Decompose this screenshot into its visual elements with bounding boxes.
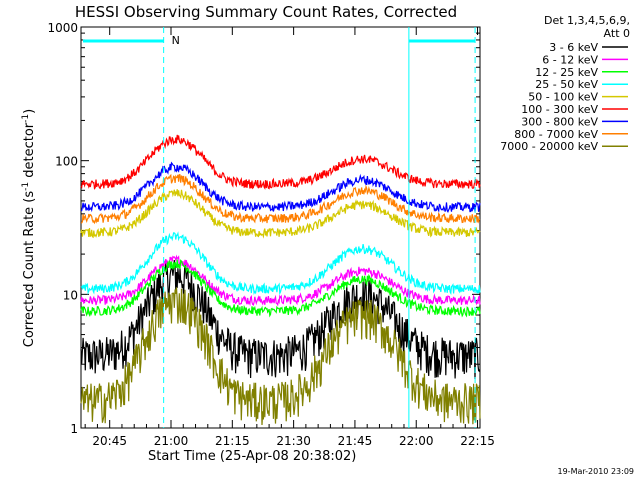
x-tick-label: 21:15 (215, 434, 250, 448)
y-axis-label: Corrected Count Rate (s-1 detector-1) (21, 109, 37, 347)
legend-label-6: 300 - 800 keV (521, 115, 598, 128)
x-axis-label: Start Time (25-Apr-08 20:38:02) (148, 449, 356, 464)
legend-label-0: 3 - 6 keV (549, 41, 598, 54)
y-tick-label: 100 (55, 155, 78, 169)
plot-area: 1 10 100 1000 20:45 21:00 21:15 21:30 21:45 22:00… (47, 21, 494, 448)
legend-label-1: 6 - 12 keV (542, 53, 598, 66)
x-tick-label: 22:00 (399, 434, 434, 448)
series-line-4 (80, 189, 481, 239)
plot-frame (80, 26, 481, 429)
legend-label-5: 100 - 300 keV (521, 103, 598, 116)
series-line-6 (80, 161, 481, 213)
chart-title: HESSI Observing Summary Count Rates, Cor… (75, 3, 457, 21)
legend-header-line2: Att 0 (604, 27, 630, 40)
x-tick-label: 22:15 (460, 434, 495, 448)
series-line-1 (80, 254, 481, 307)
legend-label-7: 800 - 7000 keV (514, 128, 598, 141)
series-line-8 (80, 287, 481, 426)
footer-timestamp: 19-Mar-2010 23:09 (558, 467, 635, 476)
legend-label-3: 25 - 50 keV (535, 78, 598, 91)
series-line-5 (80, 134, 481, 190)
x-tick-label: 21:00 (154, 434, 189, 448)
legend-label-4: 50 - 100 keV (528, 91, 598, 104)
x-tick-label: 21:45 (338, 434, 373, 448)
series-line-2 (80, 259, 481, 318)
legend-label-2: 12 - 25 keV (535, 66, 598, 79)
y-tick-label: 10 (63, 288, 78, 302)
legend-label-8: 7000 - 20000 keV (500, 140, 598, 153)
x-tick-label: 21:30 (276, 434, 311, 448)
series-line-0 (80, 259, 481, 380)
series-line-3 (80, 231, 481, 296)
y-tick-label: 1 (70, 422, 78, 436)
series-line-7 (80, 173, 481, 225)
legend-header-line1: Det 1,3,4,5,6,9, (544, 14, 630, 27)
y-tick-label: 1000 (47, 21, 78, 35)
x-tick-label: 20:45 (92, 434, 127, 448)
night-marker-label: N (172, 34, 180, 47)
